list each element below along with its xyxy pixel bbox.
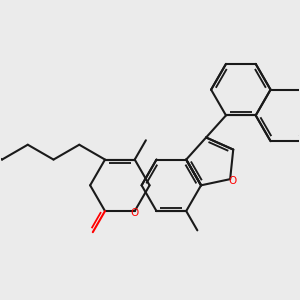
Text: O: O [130, 208, 139, 218]
Text: O: O [229, 176, 237, 186]
